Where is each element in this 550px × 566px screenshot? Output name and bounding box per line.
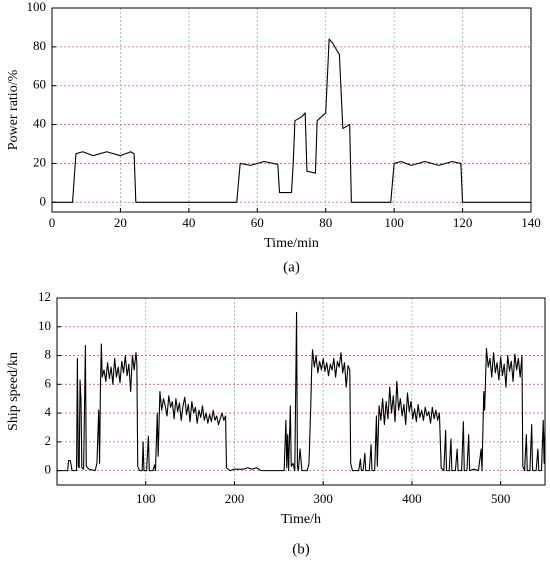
y-tick-label: 10 — [38, 318, 51, 333]
plot-frame — [51, 7, 532, 213]
data-line — [57, 311, 546, 472]
y-axis-title: Ship speed/kn — [6, 352, 21, 431]
y-axis-title: Power ratio/% — [6, 69, 21, 150]
x-axis-title: Time/h — [281, 512, 321, 527]
plot-frame — [56, 297, 546, 486]
y-tick-label: 100 — [27, 0, 47, 14]
y-tick-label: 2 — [45, 433, 52, 448]
x-tick-label: 20 — [114, 215, 127, 230]
x-tick-label: 120 — [453, 215, 473, 230]
x-tick-label: 100 — [384, 215, 404, 230]
caption: (a) — [283, 259, 300, 275]
x-tick-label: 100 — [136, 491, 156, 506]
x-axis-title: Time/min — [264, 236, 319, 251]
x-tick-label: 200 — [225, 491, 245, 506]
x-tick-label: 60 — [251, 215, 264, 230]
y-tick-label: 40 — [33, 116, 46, 131]
y-tick-label: 0 — [40, 193, 47, 208]
y-tick-label: 4 — [45, 404, 52, 419]
x-tick-label: 140 — [521, 215, 541, 230]
x-tick-label: 40 — [182, 215, 195, 230]
x-tick-label: 0 — [49, 215, 56, 230]
y-tick-label: 20 — [33, 154, 46, 169]
x-tick-label: 400 — [402, 491, 422, 506]
y-tick-label: 60 — [33, 77, 46, 92]
y-tick-label: 0 — [45, 462, 52, 477]
data-line — [52, 38, 531, 203]
y-tick-label: 8 — [45, 347, 52, 362]
y-tick-label: 6 — [45, 375, 52, 390]
x-tick-label: 80 — [319, 215, 332, 230]
x-tick-label: 500 — [491, 491, 511, 506]
x-tick-label: 300 — [313, 491, 333, 506]
y-tick-label: 80 — [33, 38, 46, 53]
caption: (b) — [292, 541, 310, 557]
y-tick-label: 12 — [38, 289, 51, 304]
